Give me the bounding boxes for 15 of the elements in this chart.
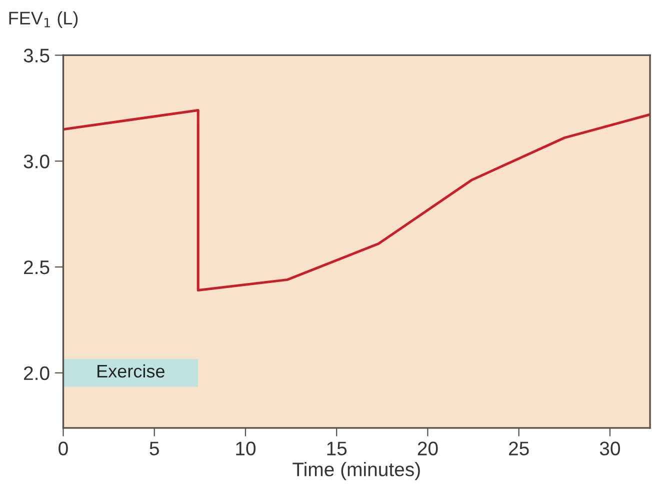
y-tick-label: 3.5 (24, 48, 50, 62)
x-tick-label: 0 (58, 442, 68, 456)
x-tick-label: 20 (418, 442, 438, 456)
x-tick-label: 15 (327, 442, 347, 456)
y-tick-label: 2.5 (24, 260, 50, 274)
x-tick-label: 25 (509, 442, 529, 456)
x-tick-label: 5 (150, 442, 159, 456)
y-axis-title: FEV$_{1}$ (L) (9, 11, 78, 28)
x-axis-title: Time (minutes) (292, 462, 420, 480)
line-series (63, 109, 650, 292)
band-label: Exercise (98, 364, 164, 378)
x-tick-label: 30 (600, 442, 620, 456)
x-tick-label: 10 (236, 442, 256, 456)
y-tick-label: 3.0 (24, 154, 50, 168)
y-tick-label: 2.0 (24, 366, 50, 380)
